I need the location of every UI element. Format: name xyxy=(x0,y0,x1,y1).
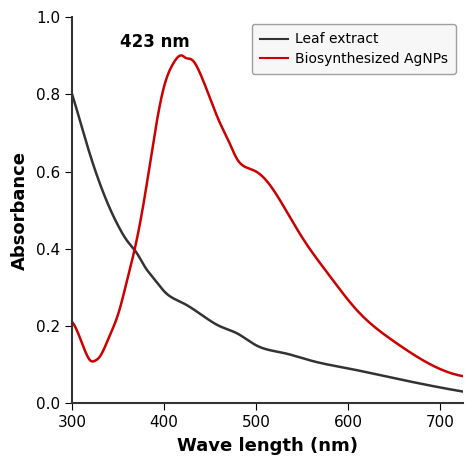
Biosynthesized AgNPs xyxy=(307,246,313,252)
Biosynthesized AgNPs xyxy=(319,262,324,268)
Leaf extract xyxy=(307,357,312,363)
Biosynthesized AgNPs xyxy=(69,319,75,325)
Y-axis label: Absorbance: Absorbance xyxy=(11,151,29,270)
Leaf extract xyxy=(296,354,302,360)
Legend: Leaf extract, Biosynthesized AgNPs: Leaf extract, Biosynthesized AgNPs xyxy=(252,24,456,74)
Leaf extract xyxy=(406,378,411,384)
Biosynthesized AgNPs xyxy=(93,357,99,363)
Biosynthesized AgNPs xyxy=(366,319,372,325)
Leaf extract xyxy=(460,389,466,394)
Leaf extract xyxy=(93,170,99,176)
Leaf extract xyxy=(365,370,371,376)
Biosynthesized AgNPs xyxy=(297,230,302,236)
Biosynthesized AgNPs xyxy=(406,349,412,355)
Biosynthesized AgNPs xyxy=(178,53,184,58)
X-axis label: Wave length (nm): Wave length (nm) xyxy=(177,437,358,455)
Line: Leaf extract: Leaf extract xyxy=(72,94,463,391)
Line: Biosynthesized AgNPs: Biosynthesized AgNPs xyxy=(72,55,463,376)
Biosynthesized AgNPs xyxy=(460,373,466,379)
Leaf extract xyxy=(318,360,324,366)
Text: 423 nm: 423 nm xyxy=(120,33,190,50)
Leaf extract xyxy=(69,91,75,97)
